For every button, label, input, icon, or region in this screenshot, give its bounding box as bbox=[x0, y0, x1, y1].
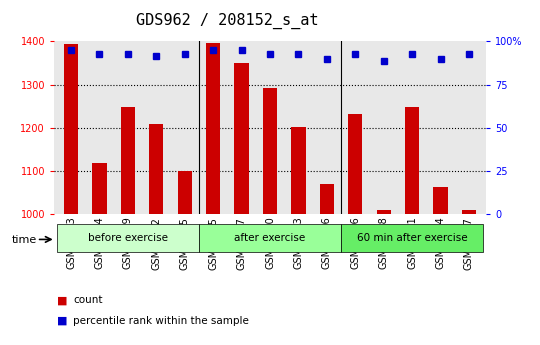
Bar bbox=[92, 164, 106, 214]
Text: after exercise: after exercise bbox=[234, 233, 306, 243]
Bar bbox=[206, 43, 220, 214]
Bar bbox=[462, 210, 476, 214]
Bar bbox=[234, 63, 249, 214]
Bar bbox=[291, 127, 306, 214]
Bar bbox=[178, 171, 192, 214]
Text: percentile rank within the sample: percentile rank within the sample bbox=[73, 316, 249, 326]
Bar bbox=[320, 184, 334, 214]
Bar bbox=[434, 187, 448, 214]
Text: 60 min after exercise: 60 min after exercise bbox=[357, 233, 468, 243]
Bar bbox=[405, 107, 419, 214]
Bar bbox=[341, 224, 483, 252]
Text: GDS962 / 208152_s_at: GDS962 / 208152_s_at bbox=[136, 13, 318, 29]
Bar bbox=[64, 43, 78, 214]
Bar bbox=[149, 124, 164, 214]
Text: ■: ■ bbox=[57, 316, 67, 326]
Text: before exercise: before exercise bbox=[88, 233, 168, 243]
Bar bbox=[376, 210, 391, 214]
Text: count: count bbox=[73, 295, 103, 305]
Bar bbox=[57, 224, 199, 252]
Bar bbox=[121, 107, 135, 214]
Bar bbox=[348, 114, 362, 214]
Bar bbox=[263, 88, 277, 214]
Text: ■: ■ bbox=[57, 295, 67, 305]
Bar bbox=[199, 224, 341, 252]
Text: time: time bbox=[12, 235, 37, 245]
